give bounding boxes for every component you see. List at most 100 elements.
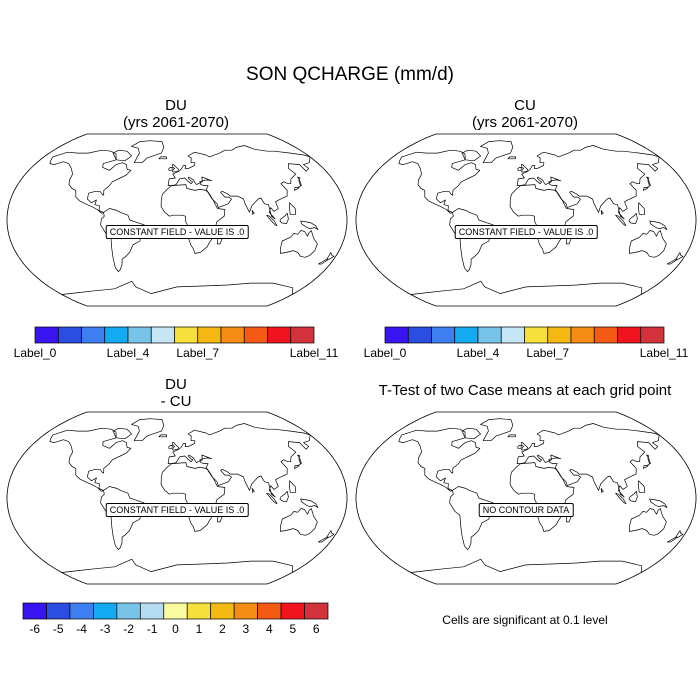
coastline-antarctica <box>61 280 294 295</box>
coastline-new-guinea <box>300 220 319 230</box>
colorbar-box <box>617 326 642 344</box>
colorbar-label: -5 <box>52 622 64 636</box>
coastline-baffin <box>112 427 132 440</box>
colorbar-boxes <box>34 326 315 344</box>
coastline-north-america <box>49 427 132 492</box>
colorbar-box <box>34 326 59 344</box>
colorbar-box <box>243 326 268 344</box>
coastline-britain <box>520 164 528 173</box>
coastline-north-america <box>49 149 132 214</box>
world-map <box>6 133 348 307</box>
colorbar-box <box>81 326 106 344</box>
coastline-antarctica <box>410 280 643 295</box>
colorbar-box <box>640 326 665 344</box>
coastline-ireland <box>168 445 173 449</box>
colorbar-box <box>93 602 118 620</box>
coastline-new-zealand-south <box>317 536 329 543</box>
coastline-sumatra <box>266 492 278 505</box>
coastline-sri-lanka <box>251 488 255 493</box>
coastline-japan <box>294 454 302 469</box>
colorbar-labels: Label_0 Label_4 Label_7 Label_11 <box>364 346 689 360</box>
coastline-baffin <box>461 427 481 440</box>
colorbar-label: Label_7 <box>526 346 570 360</box>
colorbar-box <box>220 326 245 344</box>
colorbar-box <box>69 602 94 620</box>
colorbar-labels: Label_0 Label_4 Label_7 Label_11 <box>14 346 339 360</box>
coastline-borneo <box>279 212 289 225</box>
map-panel-du: CONSTANT FIELD - VALUE IS .0 <box>5 132 349 308</box>
coastline-baffin <box>112 149 132 162</box>
coastline-south-america <box>449 208 494 272</box>
panel-title-line: T-Test of two Case means at each grid po… <box>378 382 672 399</box>
colorbar-box <box>280 602 305 620</box>
colorbar-box <box>210 602 235 620</box>
colorbar-box <box>524 326 549 344</box>
coastline-new-zealand-south <box>666 536 678 543</box>
coastline-africa <box>509 184 575 254</box>
colorbar-box <box>570 326 595 344</box>
coastline-eurasia <box>167 423 311 498</box>
coastline-greenland <box>131 418 165 442</box>
coastline-south-america <box>100 486 145 550</box>
colorbar-label: 4 <box>266 622 273 636</box>
coastline-borneo <box>279 490 289 503</box>
coastline-australia <box>629 230 667 258</box>
panel-title-du: DU (yrs 2061-2070) <box>26 97 326 131</box>
coastline-antarctica <box>61 558 294 573</box>
panel-title-line: DU <box>165 97 187 114</box>
coastline-borneo <box>628 212 638 225</box>
coastline-australia <box>629 508 667 536</box>
coastline-britain <box>171 442 179 451</box>
world-map <box>355 411 697 585</box>
coastline-new-guinea <box>649 220 668 230</box>
colorbar-box <box>407 326 432 344</box>
colorbar-box <box>163 602 188 620</box>
colorbar-box <box>304 602 329 620</box>
coastline-eurasia <box>167 145 311 220</box>
coastline-eurasia <box>516 423 660 498</box>
colorbar-box <box>150 326 175 344</box>
colorbar-boxes <box>22 602 329 620</box>
coastline-new-guinea <box>300 498 319 508</box>
colorbar-box <box>477 326 502 344</box>
coastline-baffin <box>461 149 481 162</box>
coastline-north-america <box>398 427 481 492</box>
coastline-sumatra <box>615 492 627 505</box>
coastline-new-zealand <box>326 530 335 538</box>
coastline-new-zealand <box>675 530 684 538</box>
colorbar-label: 1 <box>195 622 203 636</box>
coastline-greenland <box>480 140 514 164</box>
colorbar-label: Label_11 <box>289 346 339 360</box>
coastline-australia <box>280 230 318 258</box>
colorbar-cu: Label_0 Label_4 Label_7 Label_11 <box>364 326 689 360</box>
map-frame <box>6 411 348 585</box>
panel-title-ttest: T-Test of two Case means at each grid po… <box>355 382 695 399</box>
colorbar-box <box>186 602 212 620</box>
coastline-new-zealand <box>326 252 335 260</box>
coastline-new-zealand-south <box>666 258 678 265</box>
significance-note: Cells are significant at 0.1 level <box>442 613 608 627</box>
coastline-philippines <box>288 202 297 215</box>
colorbar-label: 0 <box>172 622 179 636</box>
panel-annotation: CONSTANT FIELD - VALUE IS .0 <box>105 503 249 517</box>
panel-annotation: CONSTANT FIELD - VALUE IS .0 <box>105 225 249 239</box>
coastline-ireland <box>517 167 522 171</box>
colorbar-label: -1 <box>146 622 158 636</box>
coastline-new-guinea <box>649 498 668 508</box>
colorbar-box <box>593 326 618 344</box>
colorbar-box <box>384 326 409 344</box>
world-map <box>6 411 348 585</box>
coastline-japan <box>294 176 302 191</box>
colorbar-box <box>127 326 152 344</box>
panel-title-diff: DU - CU <box>26 376 326 410</box>
coastline-iceland <box>507 156 516 160</box>
panel-title-line: CU <box>514 97 536 114</box>
colorbar-label: 6 <box>312 622 320 636</box>
coastline-britain <box>520 442 528 451</box>
coastline-new-zealand <box>675 252 684 260</box>
coastline-south-america <box>100 208 145 272</box>
colorbar-label: Label_4 <box>456 346 500 360</box>
colorbar-diff: -6 -5 -4 -3 -2 -1 0 1 2 3 4 5 6 <box>22 602 329 636</box>
coastline-britain <box>171 164 179 173</box>
coastline-north-america <box>398 149 481 214</box>
